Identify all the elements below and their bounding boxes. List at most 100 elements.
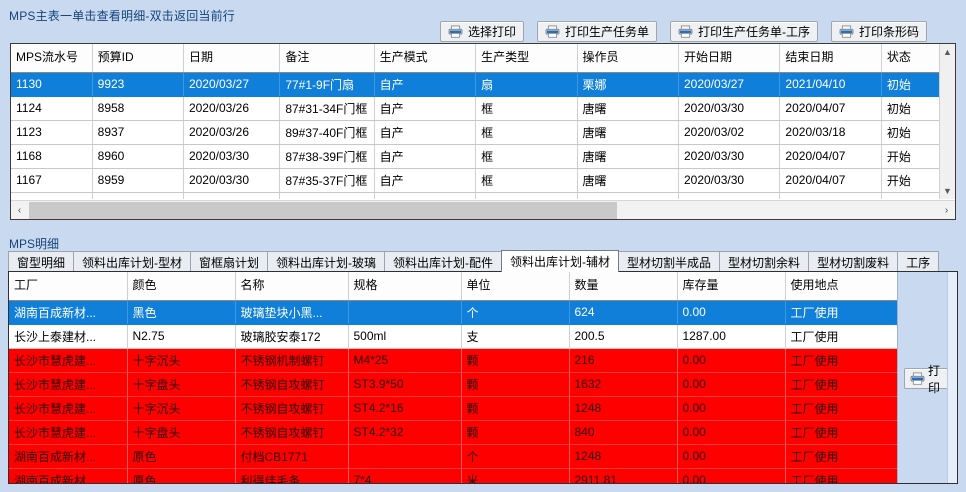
table-cell[interactable]: 89#37-40F门框	[279, 120, 375, 145]
table-cell[interactable]: 长沙市慧虎建...	[9, 420, 128, 445]
table-cell[interactable]: 2020/03/30	[678, 96, 781, 121]
table-cell[interactable]: 0.00	[677, 396, 786, 421]
table-cell[interactable]: 原色	[127, 444, 236, 469]
table-cell[interactable]: 1130	[11, 72, 93, 97]
column-header[interactable]: 规格	[348, 272, 462, 301]
table-cell[interactable]: N2.75	[127, 324, 236, 349]
table-cell[interactable]: 87#38-39F门框	[279, 144, 375, 169]
table-cell[interactable]: 工厂使用	[785, 372, 899, 397]
table-cell[interactable]: 216	[569, 348, 678, 373]
table-cell[interactable]: 1248	[569, 444, 678, 469]
table-cell[interactable]: 十字沉头	[127, 348, 236, 373]
table-cell[interactable]: 不锈钢自攻螺钉	[235, 396, 349, 421]
table-row[interactable]: 1123 8937 2020/03/26 89#37-40F门框 自产框唐曙 2020/0…	[11, 120, 955, 145]
table-cell[interactable]: 唐曙	[577, 144, 679, 169]
table-cell[interactable]: 湖南百成新材...	[9, 300, 128, 325]
tab-3[interactable]: 窗框扇计划	[190, 251, 269, 272]
table-cell[interactable]: 颗	[461, 348, 570, 373]
table-cell[interactable]: 1287.00	[677, 324, 786, 349]
column-header[interactable]: 开始日期	[678, 44, 781, 73]
table-cell[interactable]: 2020/03/26	[183, 96, 281, 121]
table-cell[interactable]: 624	[569, 300, 678, 325]
table-cell[interactable]: 黑色	[127, 300, 236, 325]
table-cell[interactable]: 工厂使用	[785, 396, 899, 421]
table-cell[interactable]	[183, 192, 281, 199]
table-cell[interactable]: 自产	[374, 120, 477, 145]
table-cell[interactable]: 1168	[11, 144, 93, 169]
table-cell[interactable]: 0.00	[677, 300, 786, 325]
print-button-4[interactable]: 打印条形码	[831, 21, 928, 42]
tab-7[interactable]: 型材切割半成品	[618, 251, 721, 272]
table-cell[interactable]: 个	[461, 444, 570, 469]
table-cell[interactable]: 8959	[92, 168, 184, 193]
table-cell[interactable]: 湖南百成新材...	[9, 468, 128, 483]
table-row[interactable]: 1130 9923 2020/03/27 77#1-9F门扇 自产扇栗娜 2020/03/…	[11, 72, 955, 97]
print-button-3[interactable]: 打印生产任务单-工序	[670, 21, 819, 42]
table-cell[interactable]: 长沙市慧虎建...	[9, 396, 128, 421]
table-cell[interactable]: ST4.2*16	[348, 396, 462, 421]
table-cell[interactable]: 200.5	[569, 324, 678, 349]
table-cell[interactable]: 2911.81	[569, 468, 678, 483]
table-cell[interactable]	[348, 444, 462, 469]
table-cell[interactable]: 颗	[461, 396, 570, 421]
table-cell[interactable]	[92, 192, 184, 199]
column-header[interactable]: 单位	[461, 272, 570, 301]
table-cell[interactable]: M4*25	[348, 348, 462, 373]
table-cell[interactable]: 2020/03/30	[183, 144, 281, 169]
tab-1[interactable]: 窗型明细	[8, 251, 75, 272]
table-row[interactable]	[11, 192, 955, 199]
table-cell[interactable]: 颗	[461, 420, 570, 445]
table-cell[interactable]: 1167	[11, 168, 93, 193]
table-cell[interactable]: 玻璃胶安泰172	[235, 324, 349, 349]
table-cell[interactable]: 87#31-34F门框	[279, 96, 375, 121]
horizontal-scroll-thumb[interactable]	[29, 202, 617, 219]
table-cell[interactable]: 自产	[374, 72, 477, 97]
table-cell[interactable]: 不锈钢机制螺钉	[235, 348, 349, 373]
table-cell[interactable]: ST4.2*32	[348, 420, 462, 445]
table-cell[interactable]: 2021/04/10	[779, 72, 882, 97]
table-cell[interactable]: 不锈钢自攻螺钉	[235, 372, 349, 397]
detail-grid[interactable]: 工厂 颜色 名称 规格 单位 数量 库存量 使用地点 湖南百成新材... 黑色 玻璃垫块小黑...…	[9, 272, 899, 483]
print-button-2[interactable]: 打印生产任务单	[537, 21, 658, 42]
table-cell[interactable]: 2020/03/27	[183, 72, 281, 97]
table-cell[interactable]: 0.00	[677, 348, 786, 373]
tab-5[interactable]: 领料出库计划-配件	[384, 251, 503, 272]
table-cell[interactable]: 0.00	[677, 468, 786, 483]
table-cell[interactable]: 2020/04/07	[779, 144, 882, 169]
table-cell[interactable]: 长沙市慧虎建...	[9, 348, 128, 373]
table-cell[interactable]: 支	[461, 324, 570, 349]
table-cell[interactable]: 付档CB1771	[235, 444, 349, 469]
table-cell[interactable]: 玻璃垫块小黑...	[235, 300, 349, 325]
table-cell[interactable]: 2020/03/27	[678, 72, 781, 97]
master-horizontal-scrollbar[interactable]: ‹ ›	[11, 200, 955, 219]
table-cell[interactable]: 十字沉头	[127, 396, 236, 421]
tab-9[interactable]: 型材切割废料	[808, 251, 899, 272]
table-cell[interactable]: 8958	[92, 96, 184, 121]
table-row[interactable]: 湖南百成新材... 原色 利得佳毛条 7*4 米 2911.81 0.00 工厂使用	[9, 468, 899, 483]
table-row[interactable]: 长沙市慧虎建... 十字沉头 不锈钢机制螺钉 M4*25 颗 216 0.00 工厂使用	[9, 348, 899, 373]
table-cell[interactable]: 工厂使用	[785, 444, 899, 469]
table-cell[interactable]	[11, 192, 93, 199]
table-cell[interactable]: 1632	[569, 372, 678, 397]
table-cell[interactable]: 扇	[475, 72, 578, 97]
table-cell[interactable]: 原色	[127, 468, 236, 483]
table-cell[interactable]: 9923	[92, 72, 184, 97]
table-cell[interactable]: 0.00	[677, 444, 786, 469]
scroll-right-arrow-icon[interactable]: ›	[944, 204, 949, 216]
table-cell[interactable]	[678, 192, 781, 199]
table-row[interactable]: 长沙上泰建材... N2.75 玻璃胶安泰172 500ml 支 200.5 1287.00…	[9, 324, 899, 349]
table-cell[interactable]: 工厂使用	[785, 420, 899, 445]
tab-10[interactable]: 工序	[897, 251, 940, 272]
table-row[interactable]: 长沙市慧虎建... 十字沉头 不锈钢自攻螺钉 ST4.2*16 颗 1248 0.00 工厂使…	[9, 396, 899, 421]
table-cell[interactable]	[475, 192, 578, 199]
table-cell[interactable]: 2020/04/07	[779, 96, 882, 121]
table-cell[interactable]: 2020/03/18	[779, 120, 882, 145]
table-row[interactable]: 1168 8960 2020/03/30 87#38-39F门框 自产框唐曙 2020/0…	[11, 144, 955, 169]
table-cell[interactable]: 0.00	[677, 372, 786, 397]
table-cell[interactable]: 框	[475, 144, 578, 169]
tab-6[interactable]: 领料出库计划-辅材	[501, 250, 620, 272]
table-cell[interactable]: 湖南百成新材...	[9, 444, 128, 469]
table-cell[interactable]: 2020/03/02	[678, 120, 781, 145]
table-cell[interactable]: 长沙上泰建材...	[9, 324, 128, 349]
table-cell[interactable]: 自产	[374, 168, 477, 193]
